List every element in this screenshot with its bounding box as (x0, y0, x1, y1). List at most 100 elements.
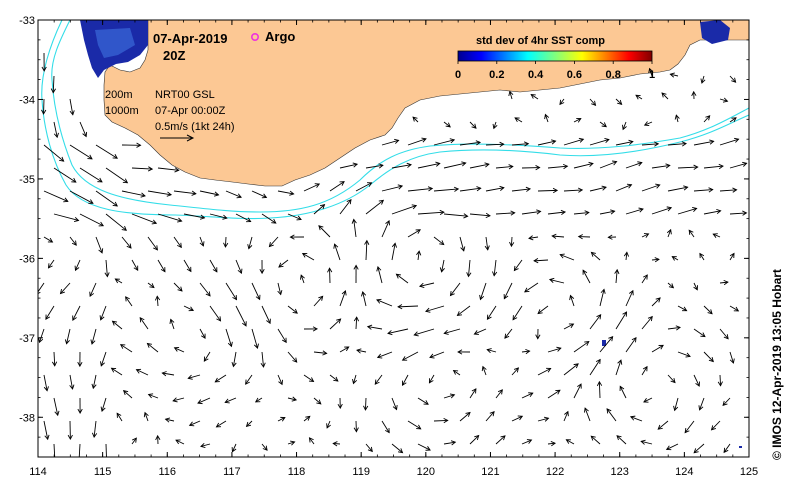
current-vector-head (71, 177, 77, 183)
current-vector-head (143, 411, 149, 418)
current-vector-head (642, 365, 648, 372)
current-vector (165, 418, 175, 422)
current-vector-head (596, 314, 602, 320)
current-vector (512, 305, 523, 320)
current-vector (510, 236, 513, 247)
current-vector (630, 416, 643, 422)
current-vector (131, 437, 137, 445)
current-vector-head (322, 350, 328, 356)
current-vector-head (643, 233, 650, 238)
current-vector (43, 420, 49, 440)
current-vector-head (560, 209, 567, 216)
current-vector (189, 420, 201, 426)
colorbar-tick-label: 0.8 (606, 69, 621, 81)
current-vector-head (133, 265, 139, 272)
current-vector-head (140, 192, 146, 198)
current-vector-head (449, 138, 456, 144)
current-vector-head (629, 415, 636, 421)
current-vector (246, 420, 253, 427)
current-vector (493, 121, 497, 129)
current-vector-head (500, 435, 506, 441)
current-vector-head (476, 186, 482, 192)
current-vector-head (671, 256, 677, 261)
current-vector-head (486, 314, 492, 321)
current-vector (495, 389, 503, 399)
current-vector (79, 121, 87, 137)
current-vector (433, 419, 448, 422)
current-vector (651, 164, 670, 169)
current-vector (443, 441, 456, 445)
current-vector (43, 374, 48, 391)
current-vector-head (364, 239, 370, 245)
current-vector (547, 165, 568, 169)
current-vector (277, 190, 294, 195)
current-vector-head (582, 269, 588, 275)
current-vector-head (262, 445, 268, 451)
current-vector-head (215, 422, 222, 428)
current-vector (666, 443, 679, 450)
current-vector (92, 374, 97, 389)
current-vector-head (97, 177, 103, 183)
current-vectors (38, 52, 748, 457)
current-vector (52, 75, 55, 93)
current-vector-head (188, 306, 195, 312)
current-vector-head (326, 423, 331, 429)
current-vector (175, 439, 185, 445)
current-vector (105, 259, 108, 277)
current-vector-head (423, 400, 429, 405)
x-tick-label: 124 (675, 466, 693, 478)
current-vector-head (619, 385, 625, 391)
current-vector-head (327, 267, 333, 273)
current-vector-head (336, 318, 342, 324)
current-vector-head (486, 348, 492, 354)
current-vector-head (125, 296, 130, 302)
current-vector (443, 394, 455, 399)
current-vector-head (443, 417, 449, 424)
current-vector-head (378, 199, 385, 205)
current-vector (417, 251, 420, 261)
current-vector-head (731, 77, 737, 83)
current-vector (43, 190, 68, 202)
current-vector (339, 346, 349, 353)
current-vector (407, 420, 421, 430)
current-vector (429, 351, 445, 358)
current-vector (453, 370, 461, 376)
current-vector-head (638, 207, 644, 213)
current-vector (125, 296, 133, 307)
current-vector (622, 121, 627, 130)
current-vector-head (628, 139, 634, 145)
current-vector-head (481, 365, 487, 372)
current-vector (563, 189, 583, 192)
current-vector (729, 162, 747, 169)
current-vector-head (475, 140, 482, 146)
current-vector (677, 305, 687, 312)
current-vector-head (72, 315, 77, 321)
current-vector-head (666, 206, 673, 212)
current-vector (493, 259, 497, 276)
x-tick-label: 117 (223, 466, 241, 478)
x-axis: 114 115 116 117 118 119 120 121 122 123 124 125 (29, 20, 758, 478)
current-vector-head (453, 186, 460, 192)
current-vector-head (707, 309, 713, 315)
current-vector (353, 219, 357, 238)
current-vector (693, 282, 698, 290)
current-vector-head (268, 242, 274, 248)
colorbar-tick-label: 0.2 (489, 69, 504, 81)
current-vector (589, 314, 602, 330)
current-vector-head (514, 117, 520, 123)
current-vector-head (564, 410, 569, 417)
current-vector-head (290, 440, 296, 446)
current-vector (417, 443, 431, 451)
current-vector-head (700, 78, 706, 84)
current-vector-head (173, 346, 180, 352)
current-vector-head (722, 97, 729, 103)
current-vector (365, 240, 368, 261)
current-vector (116, 413, 123, 422)
current-vector-head (89, 291, 95, 298)
current-vector (377, 351, 393, 358)
current-vector-head (387, 330, 393, 336)
current-vector (606, 408, 617, 422)
current-vector (719, 138, 739, 146)
current-vector-head (146, 342, 152, 348)
